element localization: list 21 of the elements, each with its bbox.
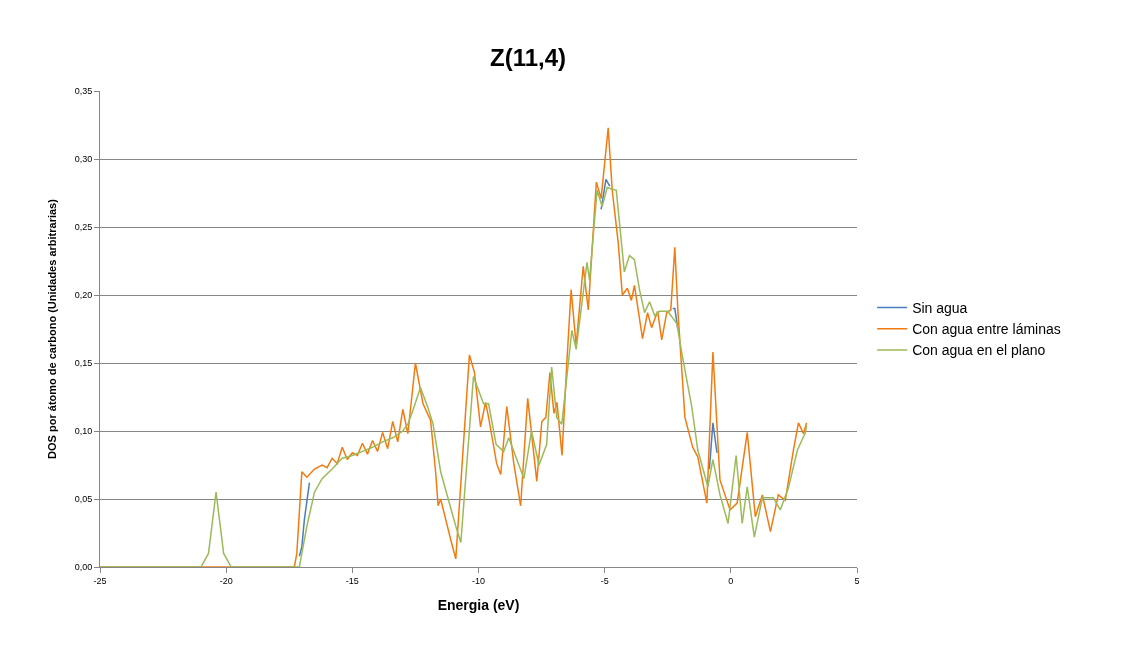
x-tick-label: -20	[219, 575, 233, 586]
legend-label: Sin agua	[912, 300, 968, 317]
y-axis-title: DOS por átomo de carbono (Unidades arbitrarias)	[46, 198, 59, 459]
x-axis-title: Energia (eV)	[437, 597, 520, 614]
y-tick-label: 0,00	[74, 562, 93, 573]
legend-label: Con agua en el plano	[912, 342, 1046, 359]
x-tick-label: -10	[471, 575, 486, 586]
y-tick-label: 0,30	[74, 154, 93, 165]
chart-title: Z(11,4)	[489, 43, 567, 71]
legend-label: Con agua entre láminas	[912, 321, 1061, 338]
y-tick-label: 0,15	[74, 358, 93, 369]
y-tick-label: 0,20	[74, 290, 93, 301]
x-tick-label: 5	[854, 575, 860, 586]
x-tick-label: -5	[600, 575, 609, 586]
y-tick-label: 0,05	[74, 494, 93, 505]
x-tick-label: -15	[345, 575, 359, 586]
x-tick-label: 0	[728, 575, 734, 586]
y-tick-label: 0,10	[74, 426, 93, 437]
x-tick-label: -25	[93, 575, 107, 586]
y-tick-label: 0,35	[74, 86, 93, 97]
y-tick-label: 0,25	[74, 222, 93, 233]
